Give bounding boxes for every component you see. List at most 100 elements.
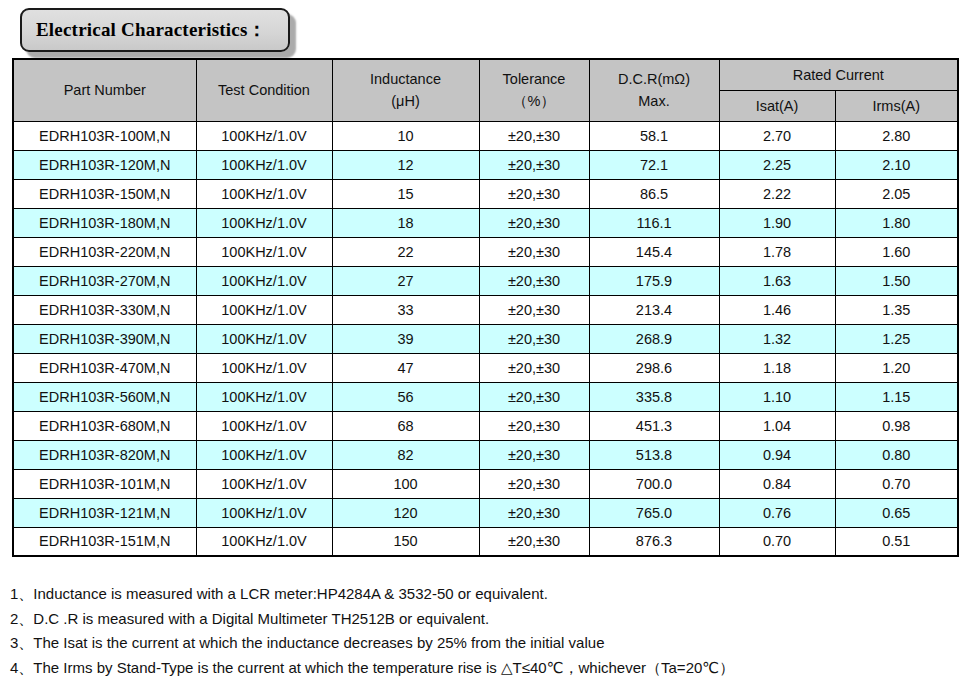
- footnotes: 1、Inductance is measured with a LCR mete…: [10, 582, 965, 680]
- cell-test-condition: 100KHz/1.0V: [196, 469, 332, 498]
- cell-test-condition: 100KHz/1.0V: [196, 208, 332, 237]
- cell-irms: 0.98: [835, 411, 958, 440]
- cell-isat: 1.10: [719, 382, 835, 411]
- cell-irms: 1.25: [835, 324, 958, 353]
- electrical-characteristics-table: Part Number Test Condition Inductance (μ…: [12, 58, 959, 557]
- cell-isat: 2.25: [719, 150, 835, 179]
- cell-tolerance: ±20,±30: [479, 295, 589, 324]
- cell-test-condition: 100KHz/1.0V: [196, 527, 332, 556]
- cell-part-number: EDRH103R-330M,N: [13, 295, 196, 324]
- cell-test-condition: 100KHz/1.0V: [196, 324, 332, 353]
- cell-isat: 1.78: [719, 237, 835, 266]
- note-4: 4、The Irms by Stand-Type is the current …: [10, 656, 965, 681]
- cell-part-number: EDRH103R-151M,N: [13, 527, 196, 556]
- cell-irms: 2.10: [835, 150, 958, 179]
- cell-tolerance: ±20,±30: [479, 527, 589, 556]
- section-title-text: Electrical Characteristics：: [36, 19, 267, 40]
- cell-test-condition: 100KHz/1.0V: [196, 440, 332, 469]
- cell-inductance: 12: [332, 150, 479, 179]
- cell-part-number: EDRH103R-180M,N: [13, 208, 196, 237]
- cell-part-number: EDRH103R-101M,N: [13, 469, 196, 498]
- cell-isat: 0.84: [719, 469, 835, 498]
- cell-dcr-max: 268.9: [589, 324, 719, 353]
- cell-dcr-max: 298.6: [589, 353, 719, 382]
- cell-dcr-max: 86.5: [589, 179, 719, 208]
- cell-test-condition: 100KHz/1.0V: [196, 411, 332, 440]
- cell-tolerance: ±20,±30: [479, 150, 589, 179]
- header-rated-current: Rated Current: [719, 59, 958, 90]
- cell-isat: 2.22: [719, 179, 835, 208]
- table-row: EDRH103R-150M,N 100KHz/1.0V 15 ±20,±30 8…: [13, 179, 958, 208]
- cell-tolerance: ±20,±30: [479, 353, 589, 382]
- cell-irms: 2.80: [835, 121, 958, 150]
- cell-irms: 1.60: [835, 237, 958, 266]
- cell-irms: 1.15: [835, 382, 958, 411]
- cell-irms: 1.80: [835, 208, 958, 237]
- cell-irms: 1.50: [835, 266, 958, 295]
- table-header: Part Number Test Condition Inductance (μ…: [13, 59, 958, 121]
- cell-dcr-max: 116.1: [589, 208, 719, 237]
- cell-irms: 1.20: [835, 353, 958, 382]
- cell-tolerance: ±20,±30: [479, 382, 589, 411]
- cell-inductance: 56: [332, 382, 479, 411]
- cell-dcr-max: 765.0: [589, 498, 719, 527]
- table-row: EDRH103R-390M,N 100KHz/1.0V 39 ±20,±30 2…: [13, 324, 958, 353]
- cell-part-number: EDRH103R-560M,N: [13, 382, 196, 411]
- header-dcr: D.C.R(mΩ) Max.: [589, 59, 719, 121]
- cell-tolerance: ±20,±30: [479, 324, 589, 353]
- cell-part-number: EDRH103R-121M,N: [13, 498, 196, 527]
- cell-isat: 1.90: [719, 208, 835, 237]
- cell-tolerance: ±20,±30: [479, 469, 589, 498]
- cell-irms: 0.70: [835, 469, 958, 498]
- cell-isat: 1.04: [719, 411, 835, 440]
- cell-part-number: EDRH103R-470M,N: [13, 353, 196, 382]
- cell-inductance: 82: [332, 440, 479, 469]
- cell-isat: 2.70: [719, 121, 835, 150]
- cell-isat: 0.70: [719, 527, 835, 556]
- cell-isat: 1.18: [719, 353, 835, 382]
- section-title: Electrical Characteristics：: [20, 8, 290, 52]
- cell-test-condition: 100KHz/1.0V: [196, 121, 332, 150]
- cell-test-condition: 100KHz/1.0V: [196, 295, 332, 324]
- cell-inductance: 15: [332, 179, 479, 208]
- header-isat: Isat(A): [719, 90, 835, 121]
- cell-inductance: 100: [332, 469, 479, 498]
- header-tolerance: Tolerance （%）: [479, 59, 589, 121]
- cell-isat: 0.76: [719, 498, 835, 527]
- cell-tolerance: ±20,±30: [479, 498, 589, 527]
- table-row: EDRH103R-820M,N 100KHz/1.0V 82 ±20,±30 5…: [13, 440, 958, 469]
- cell-part-number: EDRH103R-150M,N: [13, 179, 196, 208]
- cell-dcr-max: 145.4: [589, 237, 719, 266]
- cell-test-condition: 100KHz/1.0V: [196, 353, 332, 382]
- cell-part-number: EDRH103R-120M,N: [13, 150, 196, 179]
- table-row: EDRH103R-101M,N 100KHz/1.0V 100 ±20,±30 …: [13, 469, 958, 498]
- cell-dcr-max: 58.1: [589, 121, 719, 150]
- cell-isat: 1.32: [719, 324, 835, 353]
- note-2: 2、D.C .R is measured with a Digital Mult…: [10, 607, 965, 632]
- cell-dcr-max: 213.4: [589, 295, 719, 324]
- table-body: EDRH103R-100M,N 100KHz/1.0V 10 ±20,±30 5…: [13, 121, 958, 556]
- table-row: EDRH103R-121M,N 100KHz/1.0V 120 ±20,±30 …: [13, 498, 958, 527]
- cell-dcr-max: 513.8: [589, 440, 719, 469]
- cell-inductance: 120: [332, 498, 479, 527]
- cell-dcr-max: 451.3: [589, 411, 719, 440]
- cell-tolerance: ±20,±30: [479, 266, 589, 295]
- table-row: EDRH103R-680M,N 100KHz/1.0V 68 ±20,±30 4…: [13, 411, 958, 440]
- header-test-condition: Test Condition: [196, 59, 332, 121]
- cell-tolerance: ±20,±30: [479, 440, 589, 469]
- cell-test-condition: 100KHz/1.0V: [196, 150, 332, 179]
- cell-irms: 0.51: [835, 527, 958, 556]
- cell-inductance: 27: [332, 266, 479, 295]
- cell-tolerance: ±20,±30: [479, 208, 589, 237]
- note-1: 1、Inductance is measured with a LCR mete…: [10, 582, 965, 607]
- table-row: EDRH103R-120M,N 100KHz/1.0V 12 ±20,±30 7…: [13, 150, 958, 179]
- cell-inductance: 47: [332, 353, 479, 382]
- cell-dcr-max: 700.0: [589, 469, 719, 498]
- cell-part-number: EDRH103R-220M,N: [13, 237, 196, 266]
- cell-dcr-max: 335.8: [589, 382, 719, 411]
- cell-isat: 0.94: [719, 440, 835, 469]
- cell-test-condition: 100KHz/1.0V: [196, 266, 332, 295]
- cell-inductance: 33: [332, 295, 479, 324]
- table-row: EDRH103R-560M,N 100KHz/1.0V 56 ±20,±30 3…: [13, 382, 958, 411]
- cell-part-number: EDRH103R-680M,N: [13, 411, 196, 440]
